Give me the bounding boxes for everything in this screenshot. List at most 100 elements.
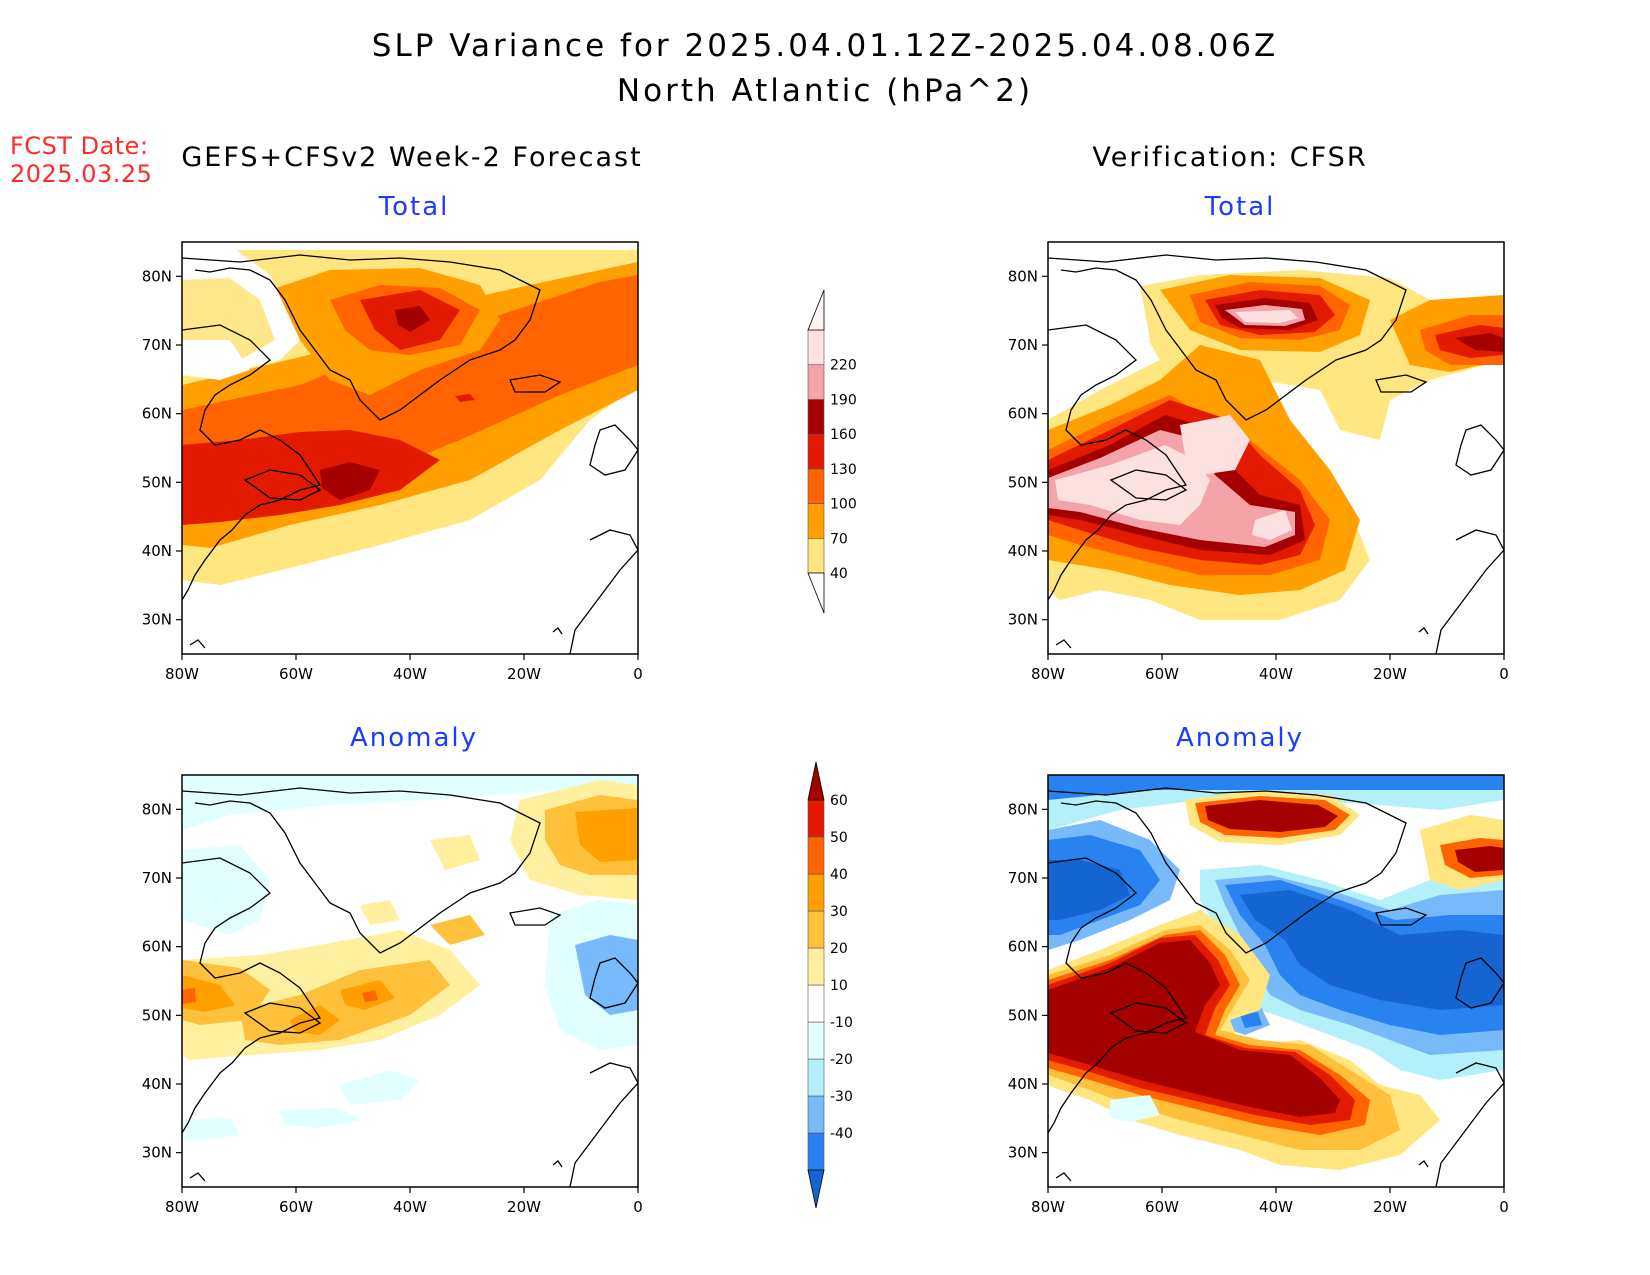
lat-tick-label: 80N: [142, 800, 172, 818]
colorbar-total-label: 40: [830, 566, 848, 582]
colorbar-total-segment: [807, 329, 825, 366]
colorbar-anomaly-label: -30: [830, 1089, 853, 1105]
lat-tick-label: 50N: [1008, 1006, 1038, 1024]
verification-total-map: [1048, 242, 1504, 654]
lat-tick-label: 60N: [1008, 405, 1038, 423]
fcst-date-label: FCST Date:: [10, 132, 149, 160]
top-right-panel-title: Total: [1204, 192, 1276, 222]
lon-tick-label: 0: [1499, 665, 1509, 683]
lat-tick-label: 30N: [1008, 611, 1038, 629]
colorbar-anomaly-segment: [807, 873, 825, 912]
colorbar-total-segment: [807, 537, 825, 574]
colorbar-total: 40 70 100 130 160 190 220: [807, 289, 857, 614]
lon-tick-label: 0: [1499, 1198, 1509, 1216]
colorbar-anomaly-label: 60: [830, 793, 848, 809]
lon-tick-label: 80W: [165, 665, 199, 683]
colorbar-total-label: 70: [830, 531, 848, 547]
colorbar-anomaly-label: 40: [830, 867, 848, 883]
colorbar-anomaly-label: 20: [830, 941, 848, 957]
lat-tick-label: 80N: [142, 267, 172, 285]
colorbar-total-segment: [807, 433, 825, 470]
colorbar-total-label: 100: [830, 497, 857, 513]
lon-tick-label: 40W: [393, 665, 427, 683]
lon-tick-label: 80W: [165, 1198, 199, 1216]
lon-tick-label: 0: [633, 665, 643, 683]
axis-labels: 80W 60W 40W 20W 0 80N 70N 60N 50N 40N 30N 80W 60W 40W…: [142, 267, 1509, 1216]
lon-tick-label: 60W: [279, 665, 313, 683]
lon-tick-label: 20W: [507, 665, 541, 683]
lat-tick-label: 80N: [1008, 800, 1038, 818]
forecast-anomaly-map: [182, 775, 638, 1187]
lat-tick-label: 50N: [142, 1006, 172, 1024]
main-title: SLP Variance for 2025.04.01.12Z-2025.04.…: [371, 28, 1279, 64]
top-left-panel-title: Total: [378, 192, 450, 222]
colorbar-total-segment: [807, 503, 825, 539]
lat-tick-label: 30N: [1008, 1144, 1038, 1162]
colorbar-total-label: 190: [830, 392, 857, 408]
lat-tick-label: 60N: [142, 405, 172, 423]
lat-tick-label: 70N: [1008, 869, 1038, 887]
main-subtitle: North Atlantic (hPa^2): [616, 73, 1034, 109]
lat-tick-label: 30N: [142, 1144, 172, 1162]
colorbar-anomaly-label: 30: [830, 904, 848, 920]
colorbar-anomaly-segment: [807, 1058, 825, 1097]
colorbar-total-label: 220: [830, 358, 857, 374]
colorbar-anomaly-segment: [807, 799, 825, 838]
lon-tick-label: 20W: [1373, 665, 1407, 683]
lat-tick-label: 70N: [1008, 336, 1038, 354]
colorbar-anomaly-segment: [807, 910, 825, 949]
lat-tick-label: 50N: [1008, 473, 1038, 491]
colorbar-anomaly: -40 -30 -20 -10 10 20 30 40 50 60: [807, 761, 853, 1209]
lon-tick-label: 40W: [1259, 665, 1293, 683]
colorbar-anomaly-bottom-arrow: [807, 1169, 825, 1209]
colorbar-total-label: 160: [830, 427, 857, 443]
bottom-right-panel-title: Anomaly: [1175, 723, 1305, 753]
colorbar-anomaly-label: -20: [830, 1052, 853, 1068]
colorbar-anomaly-segment: [807, 984, 825, 1023]
fcst-date-value: 2025.03.25: [10, 160, 153, 188]
colorbar-total-segment: [807, 468, 825, 504]
colorbar-total-top-arrow: [807, 289, 825, 331]
colorbar-anomaly-segment: [807, 1095, 825, 1134]
bottom-left-panel-title: Anomaly: [349, 723, 479, 753]
colorbar-anomaly-segment: [807, 836, 825, 875]
lat-tick-label: 40N: [1008, 1075, 1038, 1093]
lat-tick-label: 50N: [142, 473, 172, 491]
colorbar-anomaly-segment: [807, 947, 825, 986]
colorbar-anomaly-label: -10: [830, 1015, 853, 1031]
colorbar-anomaly-label: -40: [830, 1126, 853, 1142]
colorbar-total-bottom-arrow: [807, 572, 825, 614]
lat-tick-label: 40N: [142, 542, 172, 560]
lat-tick-label: 60N: [1008, 938, 1038, 956]
lat-tick-label: 40N: [142, 1075, 172, 1093]
lon-tick-label: 20W: [507, 1198, 541, 1216]
coastline-top-left: [182, 254, 638, 654]
colorbar-total-label: 130: [830, 462, 857, 478]
forecast-column-heading: GEFS+CFSv2 Week-2 Forecast: [181, 142, 643, 173]
forecast-total-map: [182, 242, 638, 654]
colorbar-total-segment: [807, 364, 825, 400]
lat-tick-label: 70N: [142, 869, 172, 887]
lon-tick-label: 40W: [1259, 1198, 1293, 1216]
lon-tick-label: 40W: [393, 1198, 427, 1216]
colorbar-total-segment: [807, 399, 825, 435]
colorbar-anomaly-top-arrow: [807, 761, 825, 801]
lon-tick-label: 60W: [279, 1198, 313, 1216]
verification-anomaly-map: [1048, 775, 1504, 1187]
lon-tick-label: 20W: [1373, 1198, 1407, 1216]
colorbar-anomaly-segment: [807, 1132, 825, 1171]
lon-tick-label: 80W: [1031, 1198, 1065, 1216]
lat-tick-label: 70N: [142, 336, 172, 354]
colorbar-anomaly-segment: [807, 1021, 825, 1060]
colorbar-anomaly-label: 10: [830, 978, 848, 994]
lat-tick-label: 30N: [142, 611, 172, 629]
lat-tick-label: 40N: [1008, 542, 1038, 560]
verification-column-heading: Verification: CFSR: [1092, 142, 1368, 173]
lat-tick-label: 60N: [142, 938, 172, 956]
colorbar-anomaly-label: 50: [830, 830, 848, 846]
lon-tick-label: 60W: [1145, 665, 1179, 683]
lon-tick-label: 0: [633, 1198, 643, 1216]
lon-tick-label: 60W: [1145, 1198, 1179, 1216]
lon-tick-label: 80W: [1031, 665, 1065, 683]
